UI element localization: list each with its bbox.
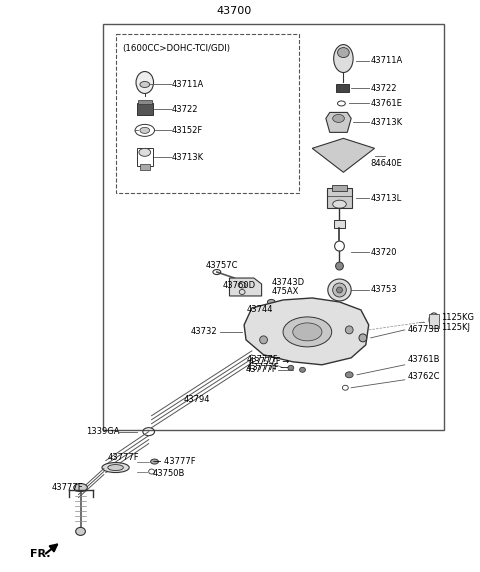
Polygon shape: [312, 138, 374, 172]
Text: 43761B: 43761B: [408, 355, 440, 364]
Ellipse shape: [268, 313, 274, 319]
Bar: [103, 23, 444, 430]
Text: 43777F: 43777F: [246, 366, 277, 374]
Text: FR.: FR.: [30, 549, 50, 559]
Polygon shape: [326, 113, 351, 132]
Polygon shape: [244, 298, 369, 365]
Text: 46773B: 46773B: [408, 325, 440, 335]
Text: 1125KJ: 1125KJ: [441, 323, 470, 332]
Ellipse shape: [136, 72, 154, 93]
Ellipse shape: [333, 283, 346, 297]
Text: 43761E: 43761E: [371, 99, 403, 108]
Text: 43777F: 43777F: [247, 355, 278, 364]
Bar: [138, 101, 152, 105]
Ellipse shape: [76, 527, 85, 535]
Ellipse shape: [337, 47, 349, 58]
Text: 43152F: 43152F: [172, 126, 204, 135]
Bar: [429, 314, 439, 328]
Text: 43777F: 43777F: [108, 453, 139, 462]
Ellipse shape: [293, 323, 322, 341]
Ellipse shape: [74, 483, 87, 491]
Text: 43762C: 43762C: [408, 372, 440, 382]
Ellipse shape: [359, 334, 367, 342]
Bar: [332, 185, 348, 191]
Text: 43743D: 43743D: [271, 277, 304, 287]
Text: 43713K: 43713K: [172, 153, 204, 162]
Ellipse shape: [328, 279, 351, 301]
Bar: [137, 104, 153, 116]
Ellipse shape: [102, 463, 129, 472]
Text: 43711A: 43711A: [172, 80, 204, 89]
Ellipse shape: [334, 45, 353, 73]
Text: 43720: 43720: [371, 248, 397, 257]
Ellipse shape: [140, 81, 150, 88]
Ellipse shape: [288, 366, 294, 370]
Text: 475AX: 475AX: [271, 288, 299, 296]
Text: 43700: 43700: [217, 6, 252, 15]
Text: 43757C: 43757C: [205, 261, 238, 269]
Text: 43760D: 43760D: [223, 280, 256, 289]
Text: 1125KG: 1125KG: [441, 313, 474, 323]
Text: 43732: 43732: [191, 327, 217, 336]
Bar: [140, 164, 150, 170]
Bar: [137, 148, 153, 166]
Text: 43713K: 43713K: [371, 118, 403, 127]
Ellipse shape: [345, 326, 353, 334]
Ellipse shape: [139, 148, 151, 156]
Bar: [336, 85, 349, 93]
Ellipse shape: [345, 372, 353, 378]
Text: 43722: 43722: [371, 84, 397, 93]
Ellipse shape: [283, 317, 332, 347]
Ellipse shape: [260, 336, 267, 344]
Text: 43794: 43794: [184, 395, 210, 404]
Ellipse shape: [333, 200, 346, 208]
Text: — 43777F: — 43777F: [153, 457, 195, 466]
Polygon shape: [229, 278, 262, 296]
Ellipse shape: [336, 287, 342, 293]
Ellipse shape: [108, 464, 123, 471]
Text: 84640E: 84640E: [371, 159, 402, 168]
Text: 43713L: 43713L: [371, 194, 402, 202]
Ellipse shape: [151, 459, 158, 464]
Bar: [334, 220, 345, 228]
Text: (1600CC>DOHC-TCI/GDI): (1600CC>DOHC-TCI/GDI): [122, 44, 230, 53]
Ellipse shape: [140, 128, 150, 133]
Bar: [327, 188, 352, 208]
Text: 43722: 43722: [172, 105, 199, 114]
Text: 43777F: 43777F: [51, 483, 83, 492]
Bar: [116, 34, 299, 193]
Text: 43750B: 43750B: [153, 469, 185, 478]
Text: 1339GA: 1339GA: [86, 427, 120, 436]
Text: 43711A: 43711A: [371, 56, 403, 65]
Text: 43753: 43753: [371, 285, 397, 295]
Text: 43777F →: 43777F →: [249, 358, 289, 366]
Ellipse shape: [300, 367, 305, 372]
Ellipse shape: [267, 300, 275, 304]
Ellipse shape: [336, 262, 343, 270]
Text: 43744: 43744: [247, 305, 274, 315]
Text: 43777F —: 43777F —: [247, 363, 288, 372]
Ellipse shape: [333, 114, 344, 122]
